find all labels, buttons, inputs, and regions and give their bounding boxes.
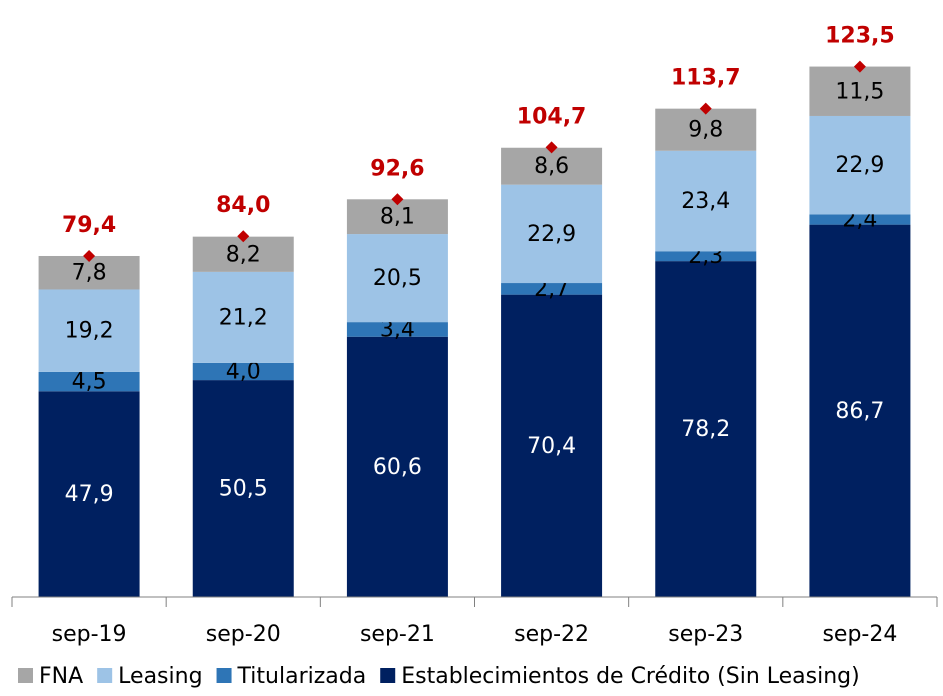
bar-segment [655,251,757,262]
bar-segment [192,271,294,363]
bar-segment [501,283,603,295]
bar-segment [346,322,448,337]
bar-segment [192,362,294,381]
data-label: 60,6 [373,455,422,480]
bar-segment [809,214,911,225]
data-label: 22,9 [835,153,884,178]
data-label: 8,2 [226,242,261,267]
total-label: 113,7 [671,66,741,91]
total-label: 104,7 [517,104,587,129]
data-label: 4,0 [226,360,261,385]
x-tick-label: sep-22 [514,622,589,647]
total-label: 123,5 [825,24,895,49]
bar-segment [192,380,294,597]
total-label: 92,6 [370,156,424,181]
x-tick-label: sep-24 [822,622,897,647]
bar-segment [655,150,757,252]
legend-label: Establecimientos de Crédito (Sin Leasing… [401,664,860,689]
bar-segment [809,224,911,597]
bar-segment [655,108,757,151]
x-tick-label: sep-21 [360,622,435,647]
data-label: 50,5 [219,477,268,502]
data-label: 8,6 [534,154,569,179]
legend-label: Leasing [118,664,202,689]
legend-swatch [18,668,33,683]
bar-segment [346,336,448,597]
legend-label: Titularizada [237,664,367,689]
bar-segment [809,66,911,116]
bar-segment [38,371,140,392]
data-label: 23,4 [681,189,730,214]
bar-segment [501,184,603,284]
data-label: 22,9 [527,222,576,247]
bar-segment [809,115,911,215]
data-label: 19,2 [65,319,114,344]
data-label: 78,2 [681,417,730,442]
data-label: 8,1 [380,205,415,230]
total-marker [699,102,712,115]
x-tick-label: sep-20 [206,622,281,647]
bar-segment [501,147,603,185]
bar-segment [38,391,140,597]
data-label: 70,4 [527,434,576,459]
legend-swatch [216,668,232,683]
legend-swatch [380,668,396,683]
total-label: 84,0 [216,193,270,218]
total-label: 79,4 [62,213,116,238]
total-marker [83,249,96,262]
data-label: 11,5 [835,79,884,104]
data-label: 21,2 [219,305,268,330]
total-marker [237,230,250,243]
bar-segment [192,236,294,272]
x-tick-label: sep-23 [668,622,743,647]
total-marker [545,141,558,154]
data-label: 20,5 [373,266,422,291]
data-label: 7,8 [72,261,107,286]
data-label: 47,9 [65,482,114,507]
data-label: 86,7 [835,399,884,424]
x-tick-label: sep-19 [52,622,127,647]
data-label: 9,8 [688,118,723,143]
bar-segment [501,294,603,597]
legend-swatch [97,668,113,683]
bar-segment [38,289,140,372]
bar-segment [346,234,448,323]
bar-segment [655,261,757,597]
total-marker [391,193,404,206]
legend-label: FNA [39,664,83,689]
total-marker [853,60,866,73]
data-label: 4,5 [72,370,107,395]
